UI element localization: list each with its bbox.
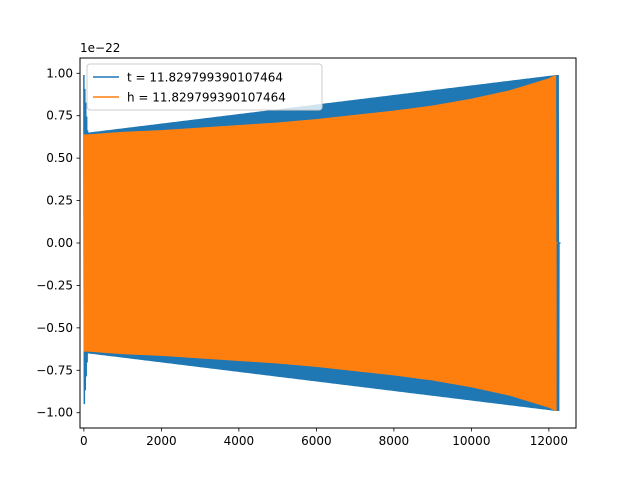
y-tick-label: −0.50 bbox=[36, 321, 73, 335]
legend-box bbox=[86, 63, 323, 111]
legend: t = 11.829799390107464 h = 11.82979939010… bbox=[86, 63, 323, 111]
x-tick-label: 4000 bbox=[224, 434, 255, 448]
y-offset-label: 1e−22 bbox=[80, 41, 120, 55]
series-line-1 bbox=[83, 75, 558, 412]
y-tick-label: 0.75 bbox=[46, 109, 73, 123]
legend-label-0: t = 11.829799390107464 bbox=[127, 71, 283, 85]
y-tick-label: 1.00 bbox=[46, 66, 73, 80]
x-tick-label: 8000 bbox=[379, 434, 410, 448]
y-axis: −1.00 −0.75 −0.50 −0.25 0.00 0.25 0.50 0.75 1.00 bbox=[36, 66, 80, 420]
y-tick-label: 0.00 bbox=[46, 236, 73, 250]
x-axis: 0 2000 4000 6000 8000 10000 12000 bbox=[80, 428, 568, 448]
x-tick-label: 12000 bbox=[530, 434, 568, 448]
x-tick-label: 0 bbox=[80, 434, 88, 448]
x-tick-label: 2000 bbox=[146, 434, 177, 448]
y-tick-label: −0.75 bbox=[36, 363, 73, 377]
x-tick-label: 6000 bbox=[301, 434, 332, 448]
legend-label-1: h = 11.829799390107464 bbox=[127, 91, 286, 105]
y-tick-label: 0.50 bbox=[46, 151, 73, 165]
series-layer bbox=[83, 74, 561, 412]
y-tick-label: −0.25 bbox=[36, 278, 73, 292]
y-tick-label: 0.25 bbox=[46, 194, 73, 208]
x-tick-label: 10000 bbox=[452, 434, 490, 448]
y-tick-label: −1.00 bbox=[36, 406, 73, 420]
